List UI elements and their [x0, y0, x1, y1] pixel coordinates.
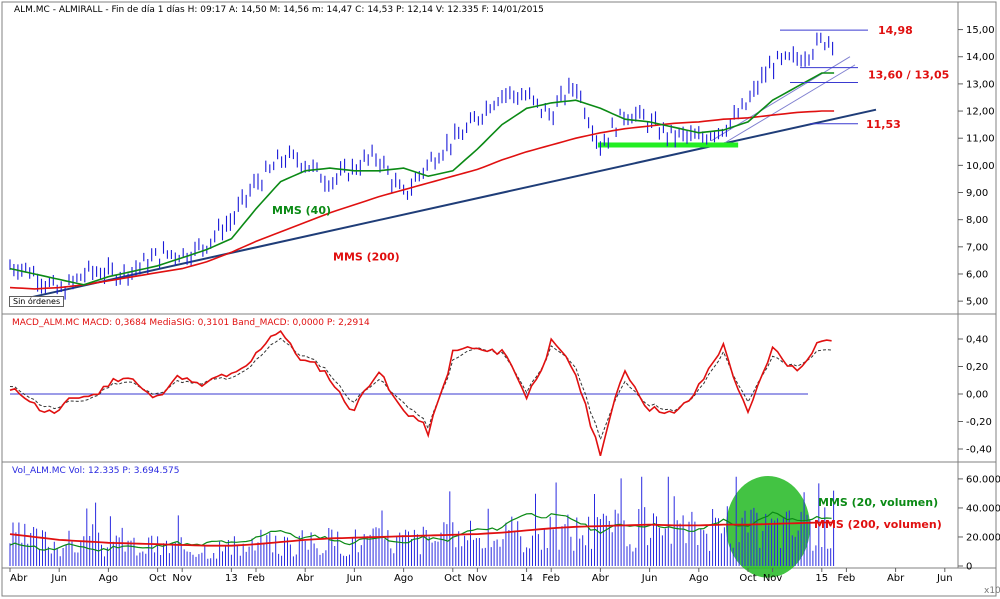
- x-tick-label: Nov: [763, 573, 783, 584]
- volume-panel-header: Vol_ALM.MC Vol: 12.335 P: 3.694.575: [12, 466, 180, 476]
- x-tick-label: Oct: [444, 573, 461, 584]
- macd-signal-line: [9, 337, 832, 441]
- y-tick-label: 6,00: [966, 269, 988, 280]
- mms40-line: [9, 72, 835, 286]
- x-tick-label: 15: [815, 573, 828, 584]
- x-tick-label: Abr: [10, 573, 28, 584]
- y-tick-label: 20.000: [966, 532, 1000, 543]
- x-tick-label: Ago: [394, 573, 413, 584]
- level-13-60-label: 13,60 / 13,05: [868, 68, 949, 81]
- y-tick-label: 0: [966, 562, 972, 573]
- y-tick-label: 13,00: [966, 79, 995, 90]
- orders-label[interactable]: Sin órdenes: [9, 296, 65, 307]
- x-tick-label: 13: [225, 573, 238, 584]
- y-tick-label: 8,00: [966, 215, 988, 226]
- x-tick-label: Oct: [739, 573, 756, 584]
- x-tick-label: 14: [520, 573, 533, 584]
- mms200-line: [9, 110, 835, 290]
- y-tick-label: 0,40: [966, 335, 988, 346]
- x-tick-label: Jun: [50, 573, 67, 584]
- y-tick-label: 60.000: [966, 474, 1000, 485]
- volume-mms20-line: [9, 511, 832, 552]
- y-tick-label: -0,40: [966, 445, 992, 456]
- volume-mms200-label: MMS (200, volumen): [814, 518, 942, 531]
- y-tick-label: -0,20: [966, 417, 992, 428]
- x-tick-label: Feb: [247, 573, 265, 584]
- x-tick-label: Oct: [149, 573, 166, 584]
- y-tick-label: 5,00: [966, 297, 988, 308]
- x-tick-label: Ago: [99, 573, 118, 584]
- level-14-98-label: 14,98: [878, 24, 913, 37]
- panel-volume-frame: [1, 461, 997, 569]
- x-tick-label: Nov: [172, 573, 192, 584]
- price-panel-header: ALM.MC - ALMIRALL - Fin de día 1 días H:…: [14, 5, 544, 15]
- x-tick-label: Jun: [641, 573, 658, 584]
- x-tick-label: Jun: [936, 573, 953, 584]
- price-series: [9, 32, 834, 300]
- x-tick-label: Abr: [887, 573, 905, 584]
- macd-panel-header: MACD_ALM.MC MACD: 0,3684 MediaSIG: 0,310…: [12, 318, 370, 328]
- price-bars: [9, 32, 834, 300]
- y-tick-label: 7,00: [966, 242, 988, 253]
- y-tick-label: 0,00: [966, 390, 988, 401]
- volume-mms20-label: MMS (20, volumen): [818, 496, 938, 509]
- y-tick-label: 10,00: [966, 161, 995, 172]
- mms40-label: MMS (40): [272, 204, 331, 217]
- y-tick-label: 40.000: [966, 503, 1000, 514]
- y-tick-label: 11,00: [966, 134, 995, 145]
- y-tick-label: 12,00: [966, 107, 995, 118]
- x-tick-label: Ago: [689, 573, 708, 584]
- x-tick-label: Feb: [542, 573, 560, 584]
- volume-mms200-line: [9, 521, 835, 547]
- y-tick-label: 15,00: [966, 25, 995, 36]
- x-axis-frame: [1, 567, 997, 597]
- mms200-label: MMS (200): [333, 250, 400, 263]
- panel-macd-frame: [1, 313, 997, 463]
- volume-bars: [9, 476, 835, 566]
- x-tick-label: Jun: [346, 573, 363, 584]
- x-tick-label: Feb: [838, 573, 856, 584]
- y-tick-label: 0,20: [966, 362, 988, 373]
- scale-icon[interactable]: x10: [984, 586, 1000, 596]
- support-zone: [597, 142, 739, 148]
- y-tick-label: 9,00: [966, 188, 988, 199]
- x-tick-label: Abr: [592, 573, 610, 584]
- long-term-trendline: [31, 108, 877, 299]
- x-tick-label: Nov: [468, 573, 488, 584]
- level-11-53-label: 11,53: [866, 118, 901, 131]
- macd-line: [9, 329, 832, 457]
- y-tick-label: 14,00: [966, 52, 995, 63]
- x-tick-label: Abr: [297, 573, 315, 584]
- short-trendline-lower: [723, 64, 856, 145]
